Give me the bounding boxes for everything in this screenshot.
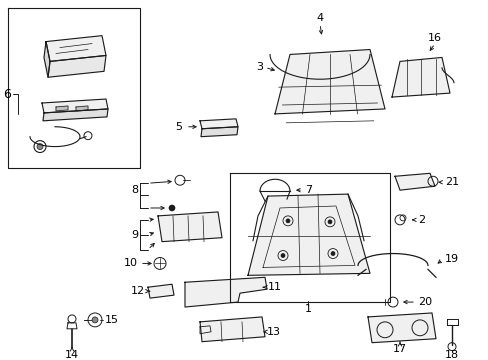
Polygon shape xyxy=(158,212,222,242)
Polygon shape xyxy=(46,36,106,62)
Circle shape xyxy=(281,253,285,257)
Polygon shape xyxy=(43,109,108,121)
Polygon shape xyxy=(247,194,369,275)
Text: 21: 21 xyxy=(444,177,458,187)
Text: 17: 17 xyxy=(392,343,406,354)
Circle shape xyxy=(37,144,43,149)
Text: 9: 9 xyxy=(131,230,138,240)
Circle shape xyxy=(330,252,334,256)
Polygon shape xyxy=(200,119,238,129)
Text: 7: 7 xyxy=(305,185,311,195)
Text: 10: 10 xyxy=(124,258,138,269)
Text: 16: 16 xyxy=(427,33,441,42)
Circle shape xyxy=(92,317,98,323)
Circle shape xyxy=(327,220,331,224)
Text: 3: 3 xyxy=(256,62,263,72)
Text: 5: 5 xyxy=(175,122,182,132)
Text: 11: 11 xyxy=(267,282,282,292)
Polygon shape xyxy=(394,173,434,190)
Polygon shape xyxy=(44,42,50,77)
Polygon shape xyxy=(76,106,88,111)
Polygon shape xyxy=(367,313,435,343)
Text: 8: 8 xyxy=(131,185,138,195)
Text: 20: 20 xyxy=(417,297,431,307)
Text: 2: 2 xyxy=(417,215,424,225)
Polygon shape xyxy=(48,55,106,77)
Polygon shape xyxy=(42,99,108,113)
Text: 4: 4 xyxy=(316,13,323,23)
Text: 15: 15 xyxy=(105,315,119,325)
Polygon shape xyxy=(56,106,68,111)
Text: 12: 12 xyxy=(131,286,145,296)
Text: 6: 6 xyxy=(3,87,11,100)
Text: 1: 1 xyxy=(304,304,311,314)
Polygon shape xyxy=(274,50,384,114)
Polygon shape xyxy=(184,277,266,307)
Circle shape xyxy=(285,219,289,223)
Polygon shape xyxy=(201,127,238,137)
Text: 14: 14 xyxy=(65,350,79,360)
Polygon shape xyxy=(200,317,264,342)
Polygon shape xyxy=(391,58,449,97)
Text: 18: 18 xyxy=(444,350,458,360)
Circle shape xyxy=(169,205,175,211)
Text: 13: 13 xyxy=(266,327,281,337)
Text: 19: 19 xyxy=(444,255,458,265)
Polygon shape xyxy=(148,284,174,298)
